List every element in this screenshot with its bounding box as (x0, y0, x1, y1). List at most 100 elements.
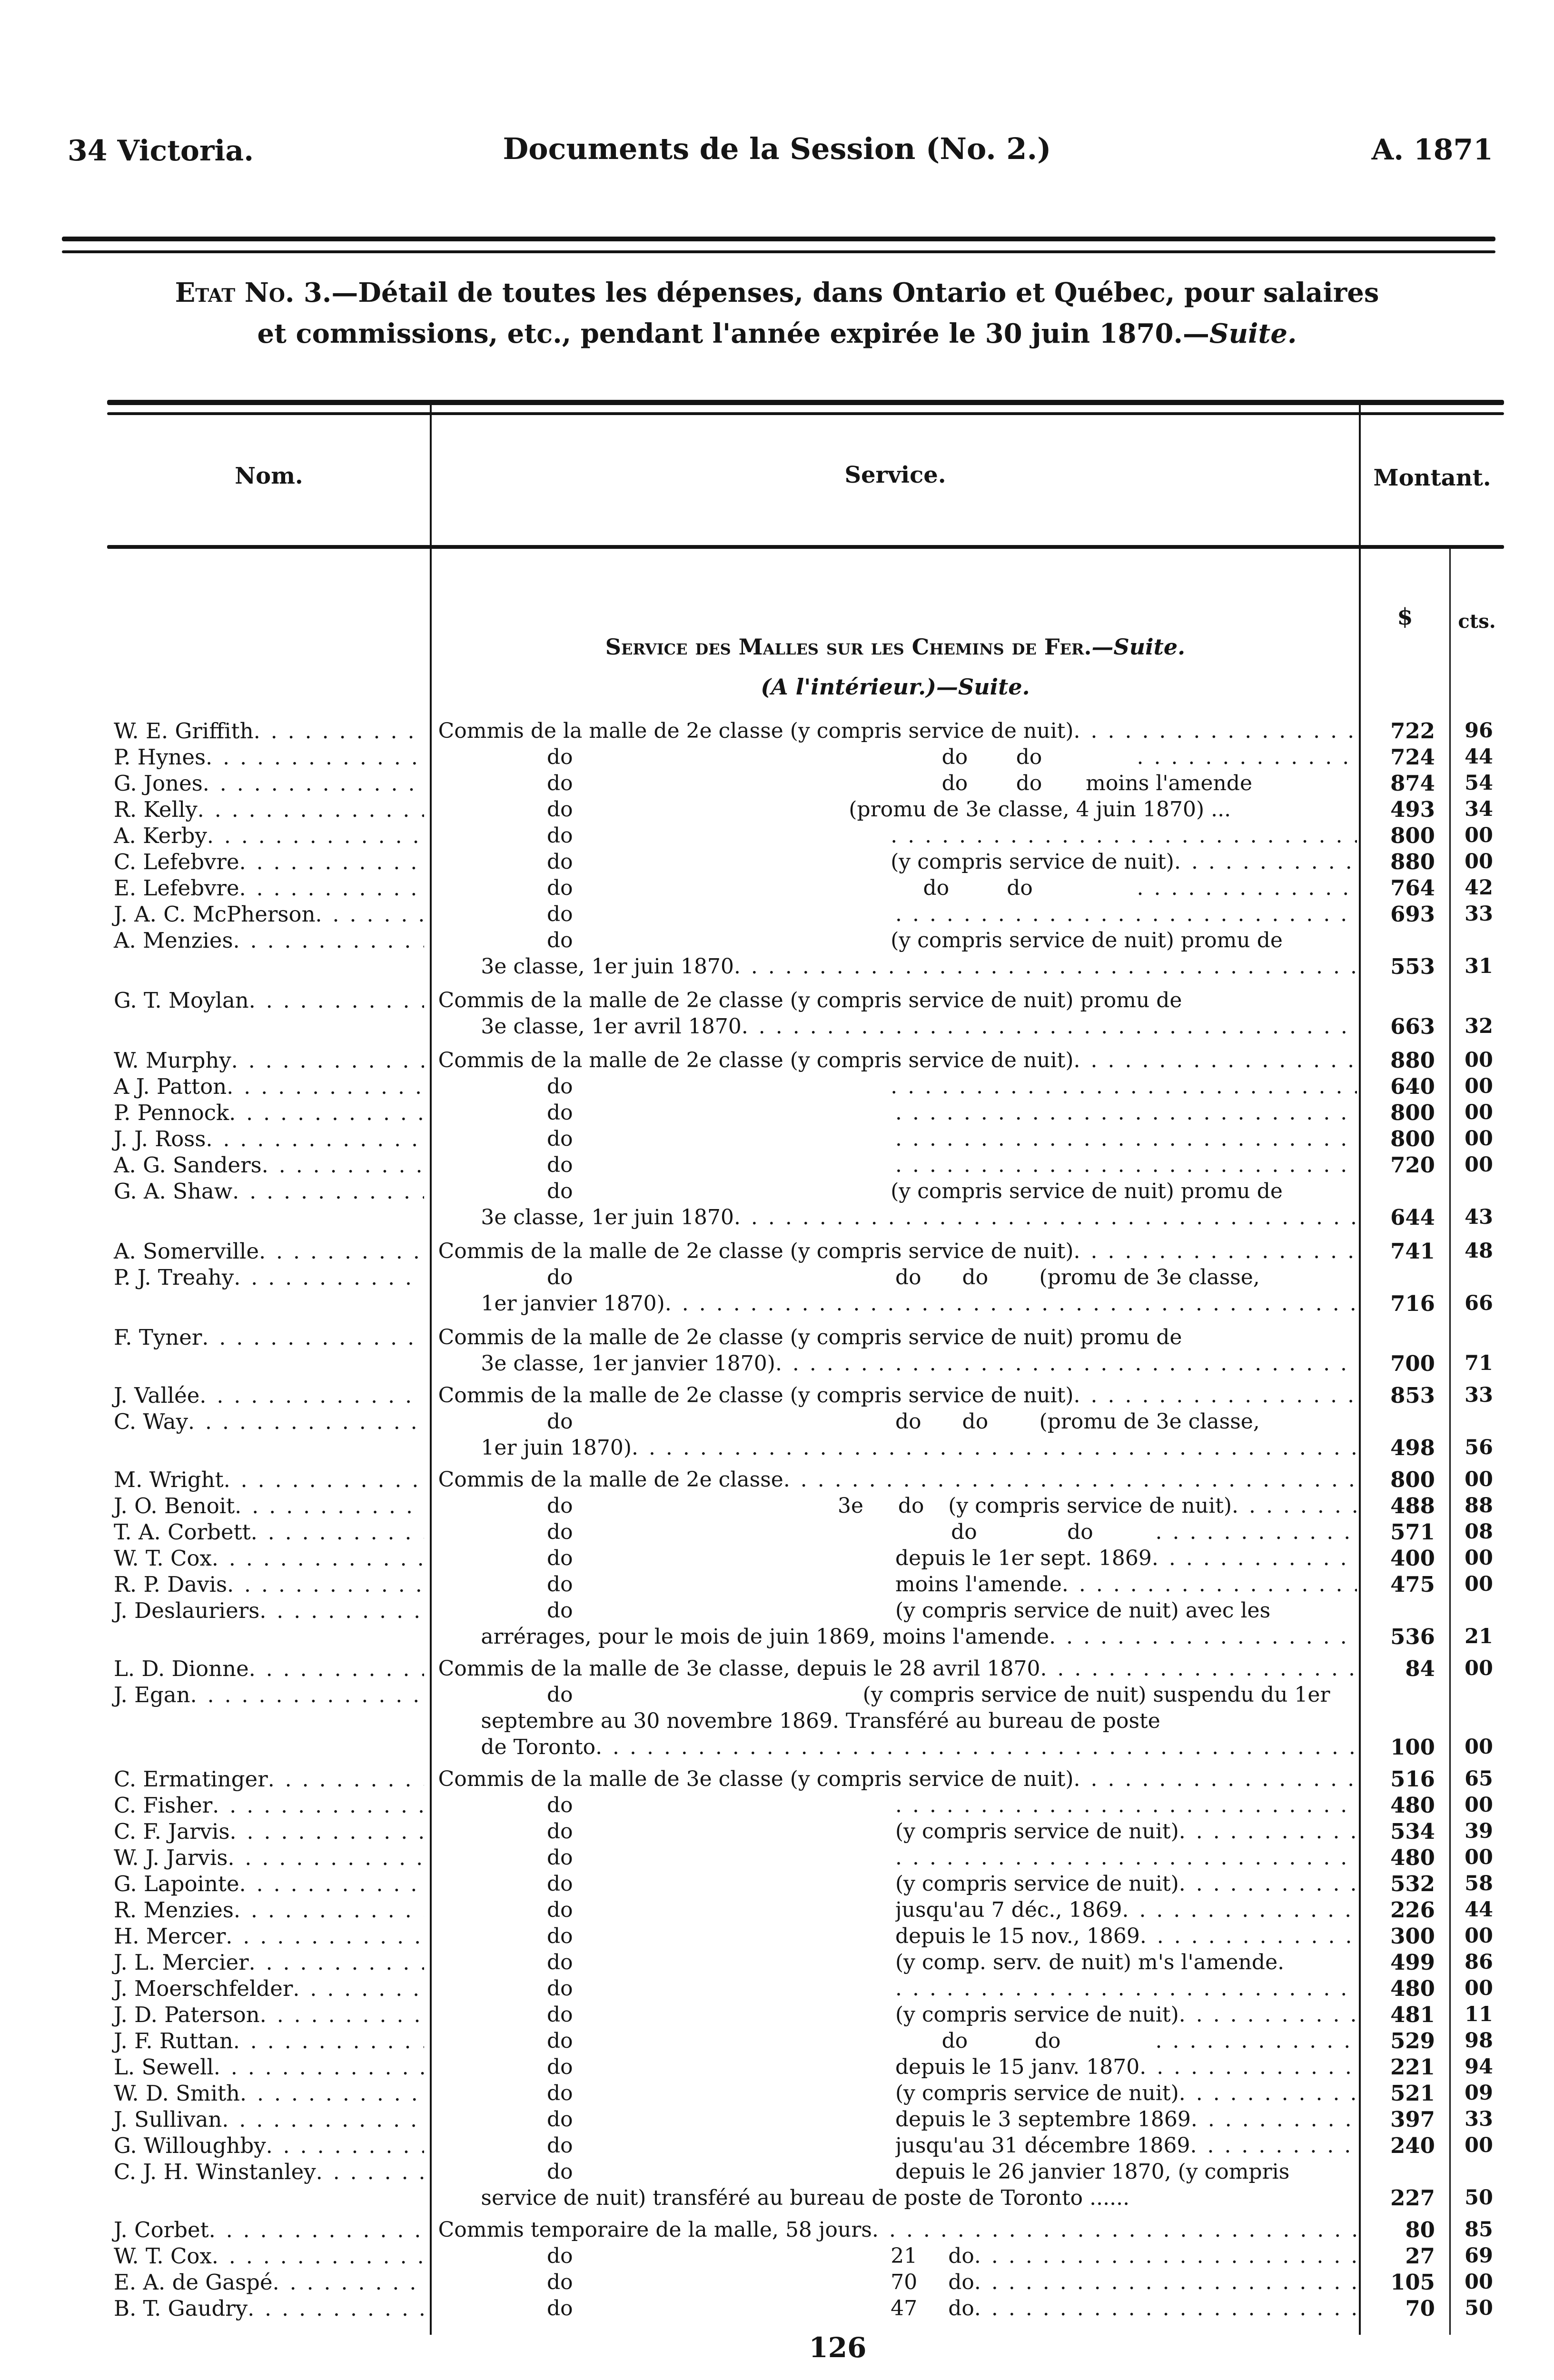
row-service-cell: do do do moins l'amende (431, 770, 1360, 796)
service-text-fill: do (948, 2295, 1357, 2321)
row-service-cell: do (y compris service de nuit) (431, 1871, 1360, 1897)
dot-leader (316, 902, 424, 928)
service-text-fill: Commis de la malle de 2e classe (438, 1467, 1357, 1493)
table-row: 3e classe, 1er juin 1870 644 43 (107, 1204, 1504, 1230)
dot-leader (891, 1073, 1357, 1100)
row-name-cell: J. D. Paterson (114, 2002, 424, 2028)
table-row: F. Tyner Commis de la malle de 2e classe … (107, 1324, 1504, 1350)
service-text: 3e (837, 1494, 864, 1518)
row-name-cell: P. J. Treahy (114, 1264, 424, 1290)
table-row: 3e classe, 1er avril 1870 663 32 (107, 1013, 1504, 1040)
dot-leader (247, 2296, 424, 2322)
service-text: (y compris service de nuit) suspendu du … (862, 1683, 1330, 1707)
amount-dollars: 640 (1390, 1074, 1435, 1099)
service-text: do (547, 876, 573, 900)
row-name-cell: J. Egan (114, 1682, 424, 1708)
service-text: Commis de la malle de 3e classe (y compr… (438, 1767, 1074, 1791)
row-name-cell: G. Lapointe (114, 1871, 424, 1897)
amount-cents: 33 (1465, 1383, 1493, 1407)
table-row: C. Way do do do (promu de 3e classe, (107, 1408, 1504, 1435)
service-text-fill: moins l'amende (895, 1571, 1357, 1597)
row-service-cell: do 3e do (y compris service de nuit) (431, 1493, 1360, 1519)
table-row: E. A. de Gaspé do 70 do 105 00 (107, 2269, 1504, 2295)
row-name: W. T. Cox (114, 2243, 212, 2269)
service-text: depuis le 15 nov., 1869 (895, 1924, 1140, 1948)
amount-dollars: 70 (1405, 2296, 1435, 2321)
service-text: Commis de la malle de 2e classe (y compr… (438, 1383, 1074, 1408)
column-divider-nom-service (430, 400, 432, 2335)
row-name-cell: J. Deslauriers (114, 1597, 424, 1624)
row-name-cell: G. A. Shaw (114, 1178, 424, 1204)
amount-dollars: 27 (1405, 2243, 1435, 2269)
row-service-cell: do (431, 1100, 1360, 1126)
row-name-cell: A. Somerville (114, 1238, 424, 1264)
row-service-cell: do do do (431, 875, 1360, 901)
dot-leader (1156, 2028, 1357, 2054)
row-name: A. Menzies (114, 928, 233, 953)
dollar-symbol: $ (1397, 604, 1413, 630)
amount-cents: 00 (1465, 1656, 1493, 1680)
amount-dollars: 700 (1390, 1351, 1435, 1376)
row-service-cell: do (y compris service de nuit) (431, 2002, 1360, 2028)
table-row: L. D. Dionne Commis de la malle de 3e cla… (107, 1656, 1504, 1682)
row-name: W. D. Smith (114, 2081, 240, 2106)
row-service-cell: Commis de la malle de 2e classe (y compr… (431, 1324, 1360, 1350)
amount-dollars: 571 (1390, 1519, 1435, 1545)
service-text: do (547, 850, 573, 874)
service-text: do (547, 1898, 573, 1922)
row-service-cell: service de nuit) transféré au bureau de … (431, 2185, 1360, 2211)
row-service-cell: do do do (431, 2028, 1360, 2054)
service-text-fill (895, 901, 1357, 927)
section-subheading: (A l'intérieur.)—Suite. (761, 674, 1030, 700)
service-text: 1er juin 1870) (481, 1436, 632, 1460)
table-row: P. Hynes do do do 724 44 (107, 744, 1504, 770)
table-row: C. Ermatinger Commis de la malle de 3e cl… (107, 1766, 1504, 1792)
dot-leader (230, 1819, 424, 1845)
amount-dollars: 800 (1390, 1100, 1435, 1125)
service-text: do (547, 823, 573, 848)
row-name-cell (114, 2185, 424, 2211)
amount-cents: 00 (1465, 1546, 1493, 1570)
table-top-rule (107, 400, 1504, 405)
row-service-cell: do depuis le 3 septembre 1869 (431, 2106, 1360, 2132)
service-text-fill: Commis de la malle de 3e classe (y compr… (438, 1766, 1357, 1792)
table-row: J. Egan do (y compris service de nuit) sus… (107, 1682, 1504, 1708)
dot-leader (262, 1152, 424, 1179)
service-text: do (547, 1976, 573, 2001)
amount-cents: 00 (1465, 1074, 1493, 1098)
table-row: W. T. Cox do depuis le 1er sept. 1869 400 00 (107, 1545, 1504, 1571)
row-name: J. F. Ruttan (114, 2028, 233, 2053)
service-text: 70 (891, 2270, 918, 2294)
row-name: J. O. Benoit (114, 1493, 235, 1518)
row-name: A. Somerville (114, 1239, 259, 1264)
row-name-cell: M. Wright (114, 1467, 424, 1493)
dot-leader (239, 1871, 424, 1897)
row-name: G. Lapointe (114, 1871, 239, 1896)
amount-dollars: 853 (1390, 1383, 1435, 1408)
amount-cents: 65 (1465, 1767, 1493, 1791)
service-text-fill (895, 1844, 1357, 1871)
row-name-cell: L. D. Dionne (114, 1656, 424, 1682)
row-name-cell: T. A. Corbett (114, 1519, 424, 1545)
dot-leader (1179, 1871, 1357, 1897)
service-text: do (895, 1409, 921, 1434)
amount-dollars: 724 (1390, 744, 1435, 770)
row-service-cell: do (y compris service de nuit) suspendu d… (431, 1682, 1360, 1708)
service-text: do (895, 1265, 921, 1289)
service-text: do (547, 1409, 573, 1434)
service-text: do (948, 2296, 974, 2320)
service-text: moins l'amende (1086, 771, 1253, 795)
service-text: 3e classe, 1er janvier 1870) (481, 1351, 775, 1376)
statement-number: Etat No. 3. (175, 277, 332, 308)
service-text: 21 (891, 2244, 918, 2268)
dot-leader (249, 1656, 424, 1682)
dot-leader (239, 875, 424, 902)
row-service-cell: do depuis le 15 nov., 1869 (431, 1923, 1360, 1949)
table-row: P. Pennock do 800 00 (107, 1100, 1504, 1126)
service-text-fill (891, 1073, 1357, 1100)
row-name-cell: R. Menzies (114, 1897, 424, 1923)
service-text-fill: depuis le 1er sept. 1869 (895, 1545, 1357, 1571)
amount-dollars: 516 (1390, 1766, 1435, 1792)
service-text: depuis le 1er sept. 1869 (895, 1546, 1152, 1570)
service-text: Commis de la malle de 3e classe, depuis … (438, 1656, 1040, 1681)
